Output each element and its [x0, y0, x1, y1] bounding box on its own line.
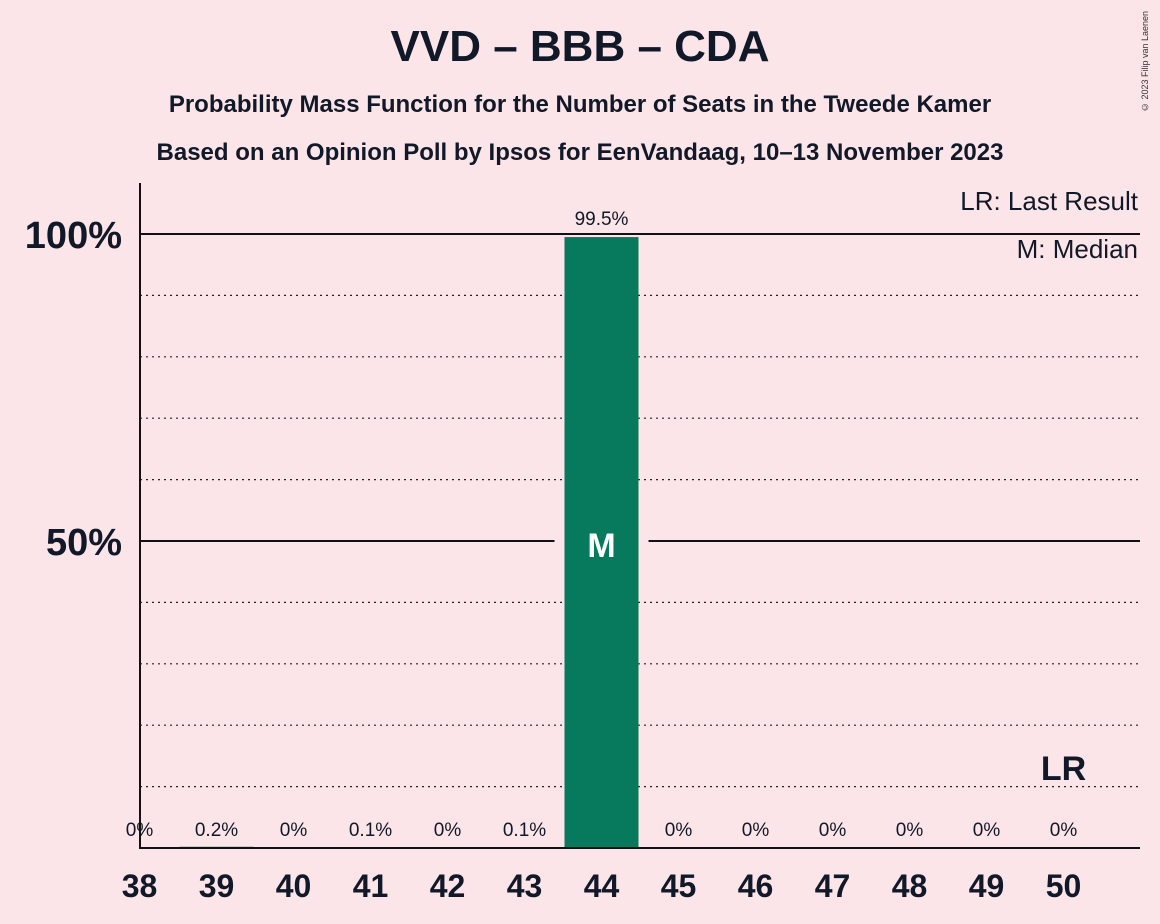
- data-label: 0%: [819, 820, 847, 841]
- median-gap-right: [638, 538, 649, 544]
- data-label: 99.5%: [575, 209, 629, 230]
- x-tick-label: 47: [815, 868, 851, 904]
- data-label: 0.2%: [195, 820, 238, 841]
- data-label: 0.1%: [349, 820, 392, 841]
- x-tick-label: 43: [507, 868, 543, 904]
- data-label: 0%: [742, 820, 770, 841]
- data-label: 0%: [1050, 820, 1078, 841]
- x-tick-label: 49: [969, 868, 1005, 904]
- x-tick-label: 50: [1046, 868, 1082, 904]
- data-label: 0%: [665, 820, 693, 841]
- last-result-marker: LR: [1041, 750, 1086, 788]
- median-marker: M: [587, 527, 615, 565]
- x-tick-label: 40: [276, 868, 312, 904]
- legend-median: M: Median: [1017, 234, 1138, 264]
- legend-last-result: LR: Last Result: [960, 186, 1139, 216]
- x-tick-label: 39: [199, 868, 235, 904]
- data-label: 0%: [896, 820, 924, 841]
- data-label: 0%: [280, 820, 308, 841]
- data-label: 0%: [973, 820, 1001, 841]
- chart-subtitle-1: Probability Mass Function for the Number…: [168, 91, 992, 118]
- data-label: 0%: [434, 820, 462, 841]
- y-tick-label: 100%: [25, 215, 122, 257]
- bar: [564, 237, 639, 848]
- x-tick-label: 44: [584, 868, 620, 904]
- x-tick-label: 42: [430, 868, 466, 904]
- x-tick-label: 41: [353, 868, 389, 904]
- chart-title: VVD – BBB – CDA: [390, 22, 770, 71]
- y-tick-label: 50%: [46, 522, 122, 564]
- data-label: 0.1%: [503, 820, 546, 841]
- x-tick-label: 46: [738, 868, 774, 904]
- chart-subtitle-2: Based on an Opinion Poll by Ipsos for Ee…: [156, 139, 1004, 166]
- x-tick-label: 48: [892, 868, 928, 904]
- x-tick-label: 38: [122, 868, 158, 904]
- x-tick-label: 45: [661, 868, 697, 904]
- median-gap-left: [554, 538, 565, 544]
